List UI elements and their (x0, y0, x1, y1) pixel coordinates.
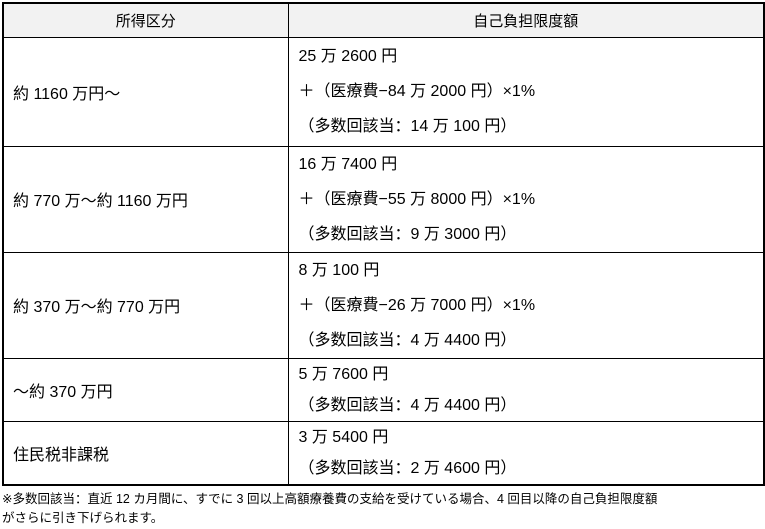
limit-cell: 16 万 7400 円 ＋（医療費−55 万 8000 円）×1% （多数回該当… (287, 145, 765, 253)
limit-cell: 8 万 100 円 ＋（医療費−26 万 7000 円）×1% （多数回該当：4… (287, 251, 765, 359)
income-cell: 約 1160 万円～ (2, 36, 289, 147)
income-cell: ～約 370 万円 (2, 357, 289, 422)
header-row: 所得区分 自己負担限度額 (2, 2, 765, 38)
limit-cell: 25 万 2600 円 ＋（医療費−84 万 2000 円）×1% （多数回該当… (287, 36, 765, 147)
income-cell: 住民税非課税 (2, 420, 289, 485)
limit-amount: 8 万 100 円 (298, 261, 380, 279)
limit-multi-note: （多数回該当：2 万 4600 円） (298, 459, 517, 477)
limit-amount: 25 万 2600 円 (298, 48, 398, 65)
table-row: 約 1160 万円～ 25 万 2600 円 ＋（医療費−84 万 2000 円… (2, 36, 765, 147)
limit-multi-note: （多数回該当：4 万 4400 円） (298, 331, 517, 349)
table-row: ～約 370 万円 5 万 7600 円 （多数回該当：4 万 4400 円） (2, 357, 765, 422)
footnote-line-2: がさらに引き下げられます。 (2, 510, 164, 525)
self-pay-limit-header: 自己負担限度額 (287, 2, 765, 38)
limit-amount: 16 万 7400 円 (298, 155, 398, 173)
limit-multi-note: （多数回該当：4 万 4400 円） (298, 396, 517, 414)
income-cell: 約 770 万～約 1160 万円 (2, 145, 289, 253)
footnote-line-1: ※多数回該当：直近 12 カ月間に、すでに 3 回以上高額療養費の支給を受けてい… (2, 491, 658, 506)
limit-amount: 3 万 5400 円 (298, 428, 389, 446)
limit-amount: 5 万 7600 円 (298, 365, 389, 383)
income-category-header: 所得区分 (2, 2, 289, 38)
limit-formula: ＋（医療費−26 万 7000 円）×1% (298, 296, 536, 314)
limit-multi-note: （多数回該当：14 万 100 円） (298, 118, 517, 135)
table-row: 約 770 万～約 1160 万円 16 万 7400 円 ＋（医療費−55 万… (2, 145, 765, 253)
limit-multi-note: （多数回該当：9 万 3000 円） (298, 225, 517, 243)
limit-cell: 3 万 5400 円 （多数回該当：2 万 4600 円） (287, 420, 765, 485)
table-row: 約 370 万～約 770 万円 8 万 100 円 ＋（医療費−26 万 70… (2, 251, 765, 359)
table-row: 住民税非課税 3 万 5400 円 （多数回該当：2 万 4600 円） (2, 420, 765, 485)
footnote: ※多数回該当：直近 12 カ月間に、すでに 3 回以上高額療養費の支給を受けてい… (2, 490, 763, 528)
self-pay-limit-table: 所得区分 自己負担限度額 約 1160 万円～ 25 万 2600 円 ＋（医療… (2, 2, 765, 486)
income-cell: 約 370 万～約 770 万円 (2, 251, 289, 359)
limit-formula: ＋（医療費−84 万 2000 円）×1% (298, 83, 536, 100)
limit-cell: 5 万 7600 円 （多数回該当：4 万 4400 円） (287, 357, 765, 422)
limit-formula: ＋（医療費−55 万 8000 円）×1% (298, 190, 536, 208)
